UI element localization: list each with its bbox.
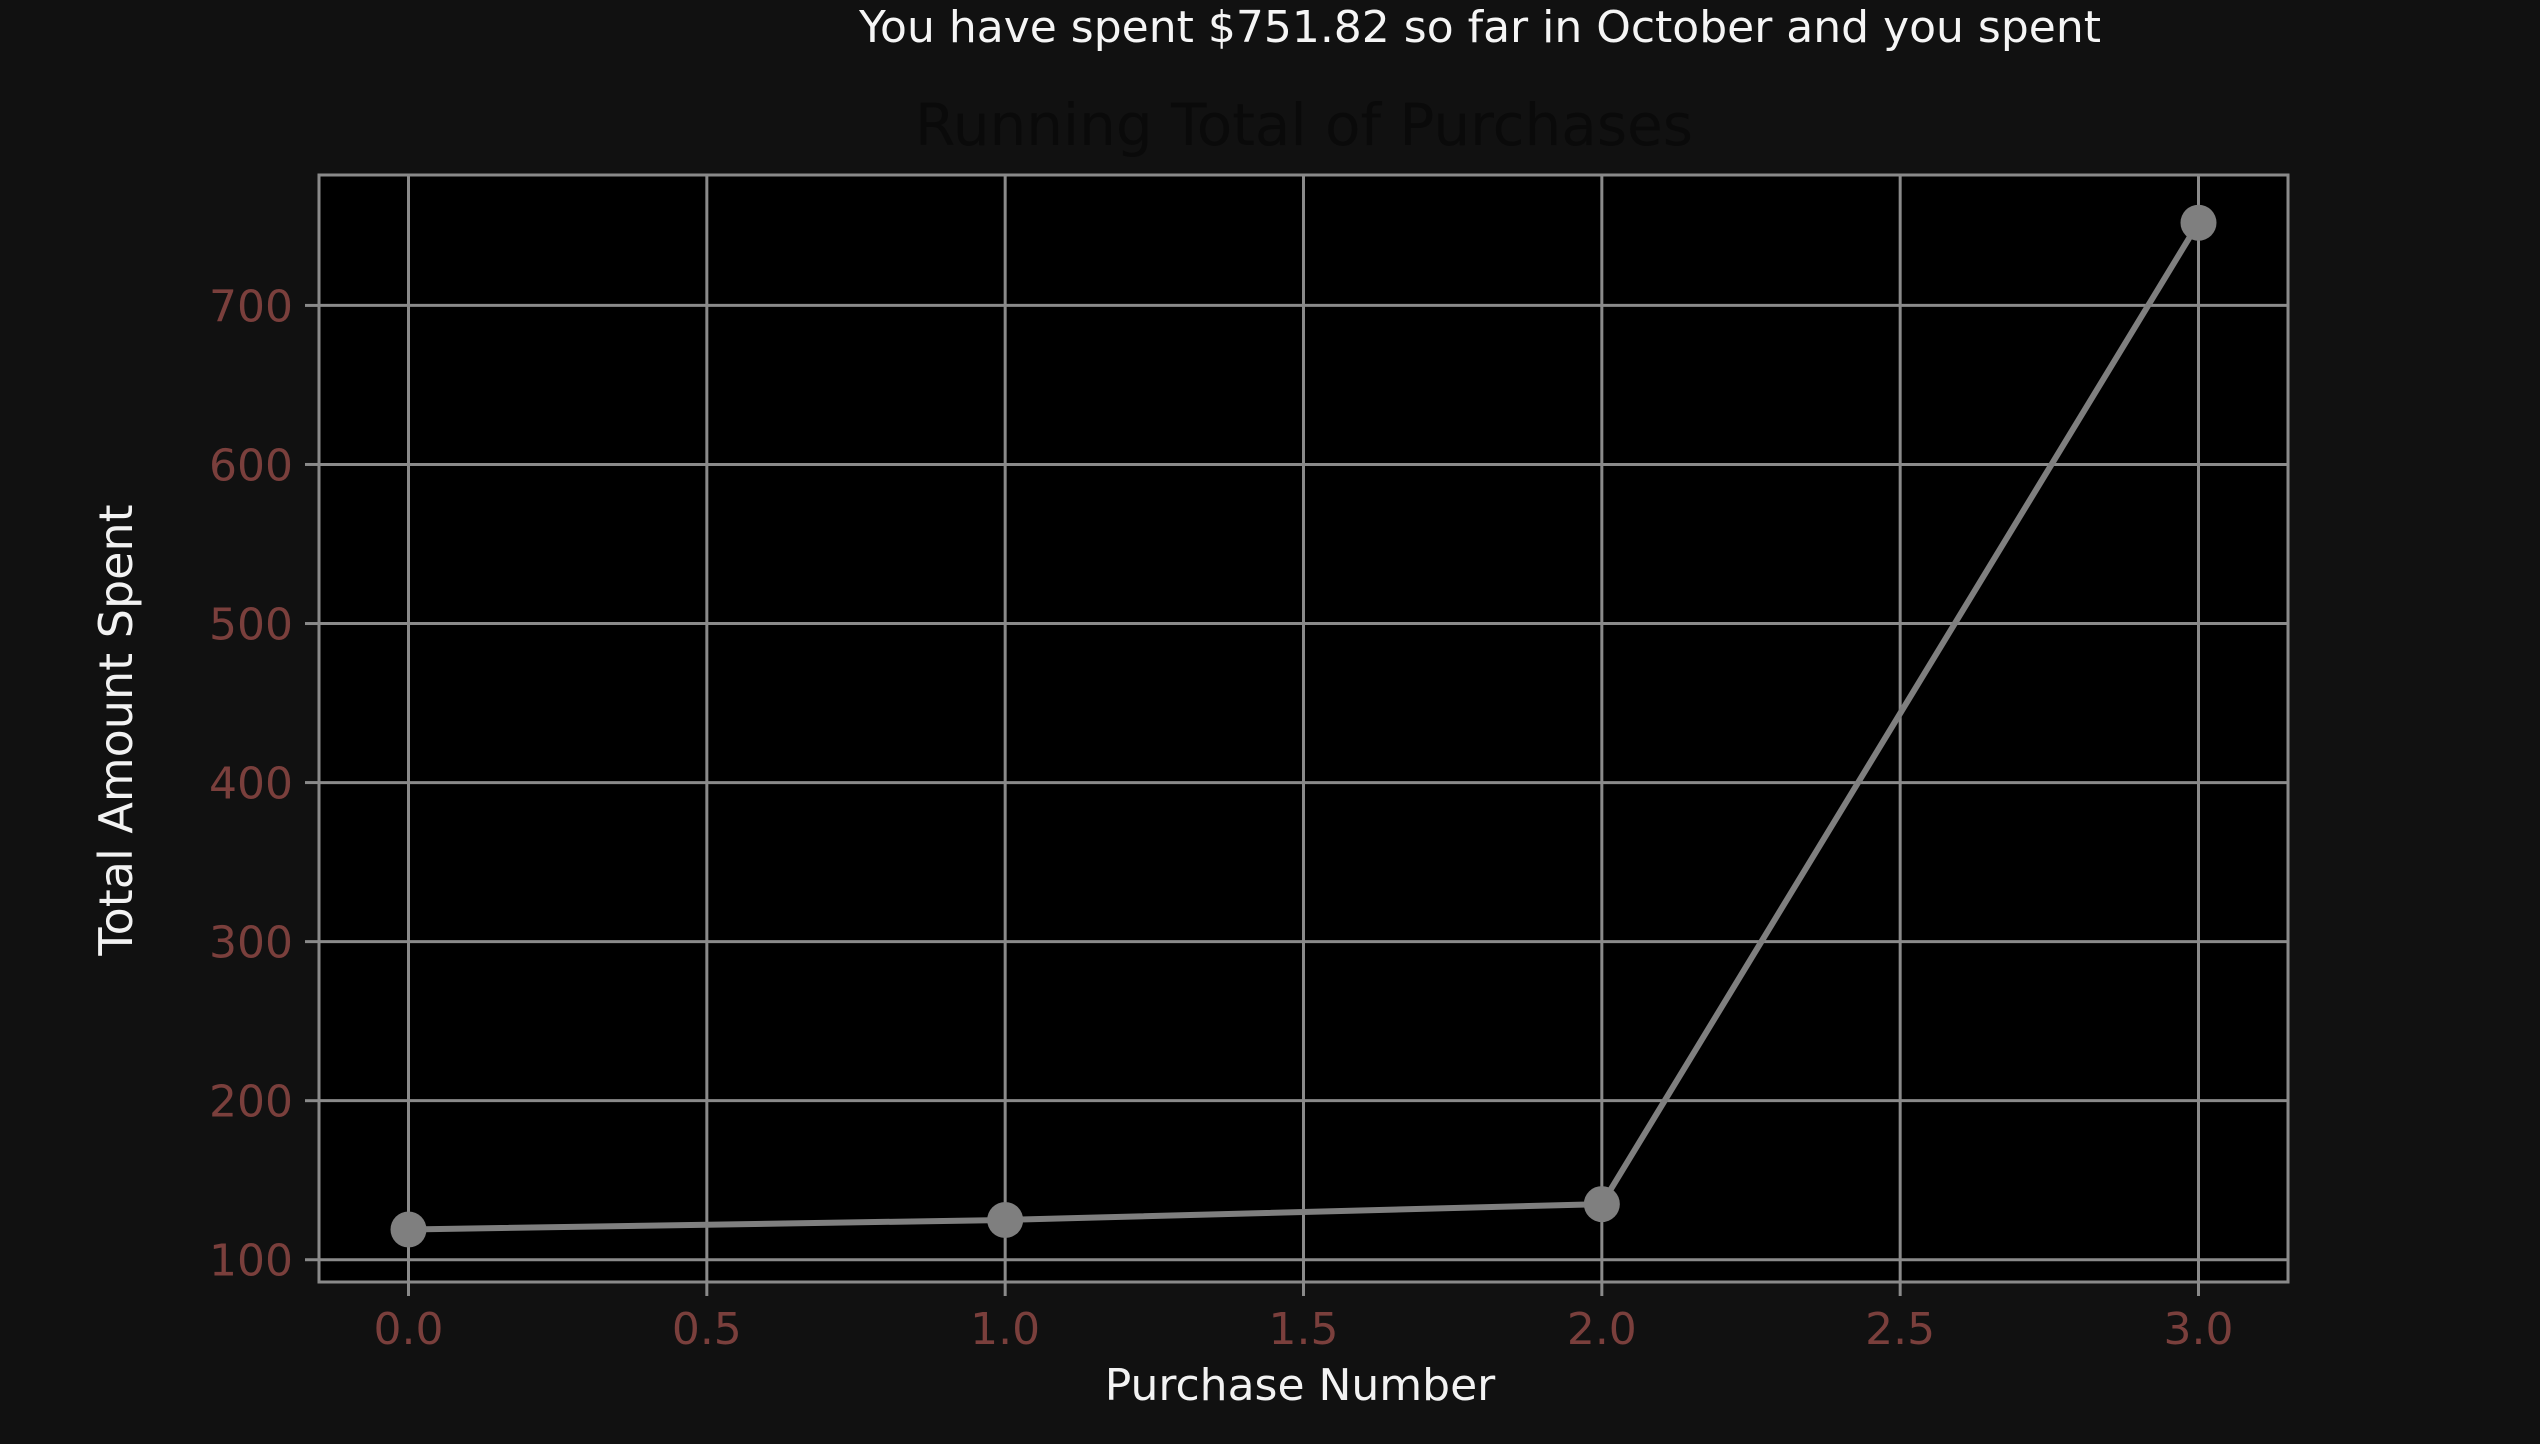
axis-ticks: 0.0 0.5 1.0 1.5 2.0 2.5 3.0 100 200 300 400 500 600 7… [209, 281, 2233, 1355]
x-tick-label: 1.0 [970, 1304, 1040, 1355]
grid-lines [319, 175, 2288, 1282]
chart-title: Running Total of Purchases [915, 91, 1693, 159]
x-tick-label: 0.0 [374, 1304, 444, 1355]
y-tick-label: 200 [209, 1077, 293, 1128]
x-tick-label: 2.0 [1567, 1304, 1637, 1355]
x-tick-label: 2.5 [1865, 1304, 1935, 1355]
y-tick-label: 500 [209, 600, 293, 651]
x-tick-label: 3.0 [2164, 1304, 2234, 1355]
y-tick-label: 100 [209, 1236, 293, 1287]
y-tick-label: 600 [209, 440, 293, 491]
data-point [390, 1211, 427, 1248]
data-point [2180, 204, 2217, 241]
x-axis-label: Purchase Number [1105, 1360, 1496, 1411]
y-axis-label: Total Amount Spent [89, 504, 143, 956]
data-point [987, 1201, 1024, 1238]
data-point [1583, 1186, 1620, 1223]
series-line [408, 221, 2202, 1233]
y-tick-label: 700 [209, 281, 293, 332]
y-tick-label: 400 [209, 759, 293, 810]
x-tick-label: 1.5 [1269, 1304, 1339, 1355]
y-tick-label: 300 [209, 918, 293, 969]
x-tick-label: 0.5 [672, 1304, 742, 1355]
series-layer [390, 204, 2217, 1248]
summary-text: You have spent $751.82 so far in October… [858, 2, 2101, 53]
